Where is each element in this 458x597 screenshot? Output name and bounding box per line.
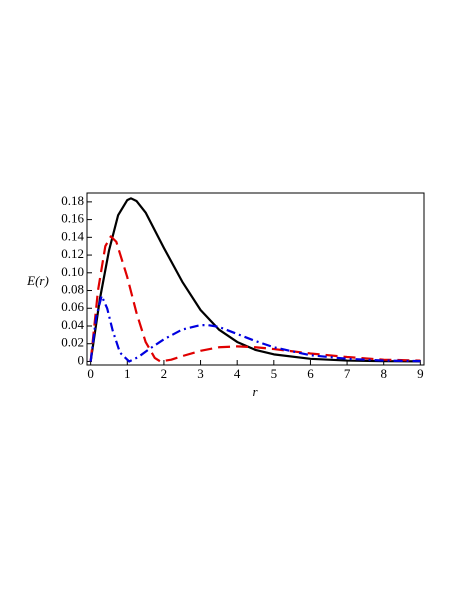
x-tick-label: 2 — [161, 366, 168, 381]
x-tick-label: 5 — [271, 366, 278, 381]
x-tick-label: 1 — [124, 366, 131, 381]
x-tick-label: 3 — [197, 366, 204, 381]
line-series — [89, 294, 421, 363]
y-tick-label: 0 — [78, 352, 85, 367]
y-tick-label: 0.18 — [61, 193, 84, 208]
x-tick-label: 0 — [87, 366, 94, 381]
x-axis-label: r — [252, 384, 258, 399]
y-axis-label: E(r) — [26, 273, 49, 288]
y-tick-label: 0.02 — [61, 335, 84, 350]
y-tick-label: 0.12 — [61, 246, 84, 261]
x-tick-label: 6 — [307, 366, 314, 381]
line-series — [89, 197, 421, 363]
y-tick-label: 0.04 — [61, 317, 84, 332]
x-tick-label: 7 — [344, 366, 351, 381]
y-tick-label: 0.16 — [61, 211, 84, 226]
y-tick-label: 0.08 — [61, 282, 84, 297]
line-series — [89, 235, 421, 363]
plot-frame — [86, 192, 425, 366]
y-tick-label: 0.14 — [61, 228, 84, 243]
x-tick-label: 4 — [234, 366, 241, 381]
y-tick-label: 0.10 — [61, 264, 84, 279]
y-tick-label: 0.06 — [61, 299, 84, 314]
x-tick-label: 9 — [417, 366, 424, 381]
x-tick-label: 8 — [380, 366, 387, 381]
